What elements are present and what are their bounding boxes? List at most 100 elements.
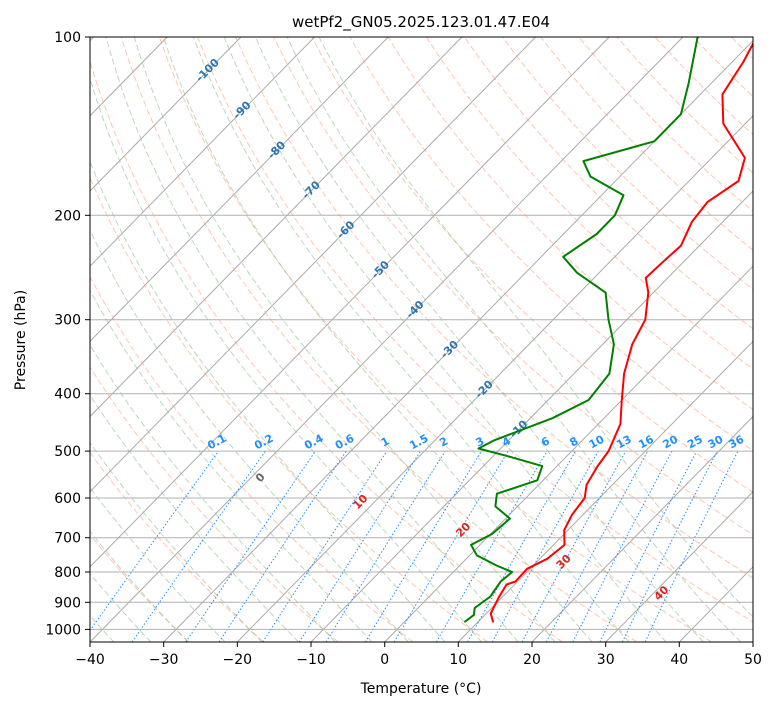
moist-adiabat-label: 40 [651,583,671,603]
mixing-ratio-line [491,450,599,642]
x-tick-label: 30 [597,652,615,668]
y-tick-label: 900 [54,595,81,611]
x-tick-label: −10 [296,652,326,668]
line-labels: 0.1 0.2 0.4 0.6 1 1.5 2 3 4 6 8 10 13 16 20 25 30 36-100-… [193,56,746,603]
mixing-ratio-line [621,450,718,642]
y-axis-ticks: 100 200 300 400 500 600 700 800 900 1000 [45,30,90,638]
isotherm-line [90,37,463,418]
y-tick-label: 600 [54,491,81,507]
moist-adiabat-line [90,229,409,642]
dry-adiabat-line [425,37,753,370]
moist-adiabat-line [286,37,742,642]
isotherm-line [90,37,315,267]
dry-adiabat-line [464,37,753,330]
moist-adiabat-line [90,441,263,642]
x-tick-label: 20 [523,652,541,668]
mixing-ratio-line [545,450,649,642]
isotherm-line [90,37,389,343]
isotherm-line [90,37,242,192]
y-tick-label: 1000 [45,622,81,638]
dry-adiabat-line [654,37,753,136]
moist-adiabat-label: 30 [554,552,574,572]
dewpoint-line [464,37,699,623]
y-tick-label: 800 [54,565,81,581]
x-tick-label: 10 [449,652,467,668]
isotherm-line [531,415,753,642]
y-tick-label: 300 [54,313,81,329]
mixing-ratio-line [435,450,548,642]
dry-adiabat-line [90,176,488,642]
dry-adiabat-line [90,534,190,642]
dry-adiabat-line [770,37,775,642]
dry-adiabat-line [616,37,753,174]
moist-adiabat-line [133,37,556,642]
mixing-ratio-label: 25 [685,433,705,452]
mixing-ratio-line [599,450,698,642]
x-tick-label: 40 [670,652,688,668]
moist-adiabat-line [105,37,519,642]
moist-adiabat-line [90,394,299,642]
isotherm-line [384,265,753,642]
moist-adiabat-label: 0 [253,470,268,485]
dry-adiabat-line [90,275,414,642]
x-tick-label: −30 [149,652,179,668]
dry-adiabat-line [90,366,339,642]
temperature-line [489,41,753,623]
mixing-ratio-line [90,450,220,632]
y-tick-label: 100 [54,30,81,46]
mixing-ratio-label: 30 [706,433,726,452]
mixing-ratio-line [572,450,673,642]
mixing-ratio-label: 1.5 [407,432,430,453]
profile-lines [464,37,753,623]
moist-adiabat-line [90,343,336,642]
moist-adiabat-line [90,530,189,642]
moist-adiabat-line [90,76,482,642]
dry-adiabat-line [387,37,753,411]
mixing-ratio-line [262,450,388,642]
dry-adiabat-line [578,37,753,212]
x-axis-label: Temperature (°C) [360,681,482,697]
mixing-ratio-line [364,450,483,642]
mixing-ratio-label: 36 [727,433,747,452]
mixing-ratio-label: 8 [568,434,581,449]
moist-adiabat-line [318,37,753,618]
isotherm-line [310,190,753,642]
x-tick-label: 50 [744,652,762,668]
x-axis-ticks: −40 −30 −20 −10 0 10 20 30 40 50 [75,642,762,668]
y-axis-label: Pressure (hPa) [13,290,29,390]
mixing-ratio-line [131,450,266,642]
dry-adiabat-line [158,37,712,642]
mixing-ratio-label: 13 [614,433,634,452]
mixing-ratio-line [467,450,577,642]
moist-adiabat-line [90,289,373,642]
y-tick-label: 200 [54,208,81,224]
mixing-ratio-line [298,450,422,642]
mixing-ratio-label: 0.1 [205,432,228,453]
moist-adiabat-line [90,160,446,642]
isotherm-line [90,37,684,642]
pressure-grid [90,37,753,630]
dry-adiabat-line [273,37,753,536]
mixing-ratio-line [325,450,446,642]
x-tick-label: −40 [75,652,105,668]
x-tick-label: 0 [380,652,389,668]
y-tick-label: 700 [54,531,81,547]
mixing-ratio-label: 10 [587,433,607,452]
thermo-background-lines [90,37,775,642]
dry-adiabat-line [349,37,753,452]
dry-adiabat-line [235,37,753,579]
chart-title: wetPf2_GN05.2025.123.01.47.E04 [292,13,550,32]
dry-adiabat-line [90,59,563,642]
moist-adiabat-line [223,37,667,642]
moist-adiabat-line [163,37,593,642]
y-tick-label: 500 [54,444,81,460]
moist-adiabat-line [90,573,152,642]
moist-adiabat-line [90,486,226,642]
mixing-ratio-line [185,450,316,642]
mixing-ratio-line [521,450,627,642]
isotherm-line [457,340,753,642]
dry-adiabat-line [502,37,753,290]
mixing-ratio-label: 2 [437,434,450,449]
mixing-ratio-label: 0.4 [302,432,326,453]
